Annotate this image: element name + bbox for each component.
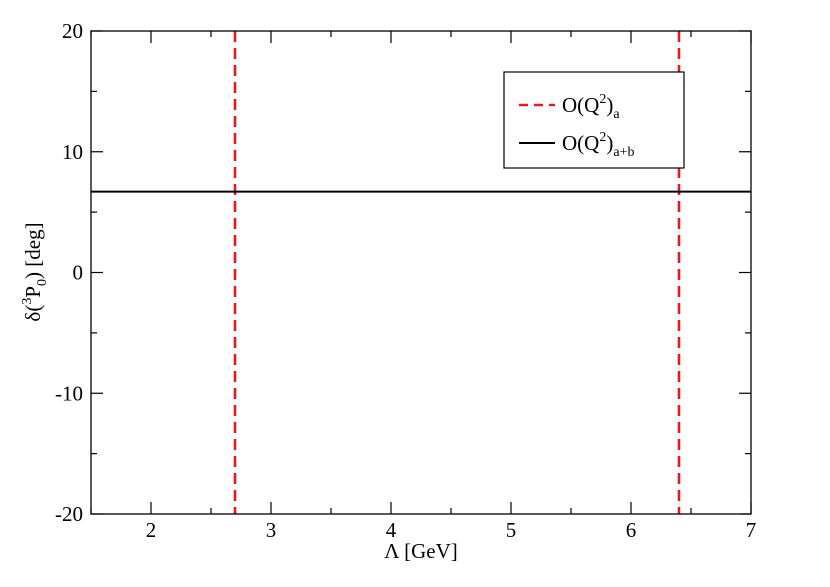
y-tick-label: -10 — [55, 381, 83, 405]
legend: O(Q2)a O(Q2)a+b — [503, 71, 685, 169]
x-tick-label: 5 — [506, 518, 517, 542]
legend-box — [503, 71, 685, 169]
x-axis-title: Λ [GeV] — [384, 539, 458, 563]
y-tick-label: 0 — [73, 261, 84, 285]
y-axis-title: δ(3P0) [deg] — [20, 222, 50, 321]
legend-label-ab: O(Q2)a+b — [562, 130, 634, 160]
legend-label-a: O(Q2)a — [562, 92, 620, 122]
x-tick-label: 7 — [746, 518, 757, 542]
x-tick-label: 2 — [146, 518, 157, 542]
y-tick-label: -20 — [55, 502, 83, 526]
x-tick-label: 6 — [626, 518, 637, 542]
x-tick-label: 4 — [386, 518, 397, 542]
y-tick-label: 20 — [62, 19, 83, 43]
x-tick-label: 3 — [266, 518, 277, 542]
y-tick-label: 10 — [62, 140, 83, 164]
